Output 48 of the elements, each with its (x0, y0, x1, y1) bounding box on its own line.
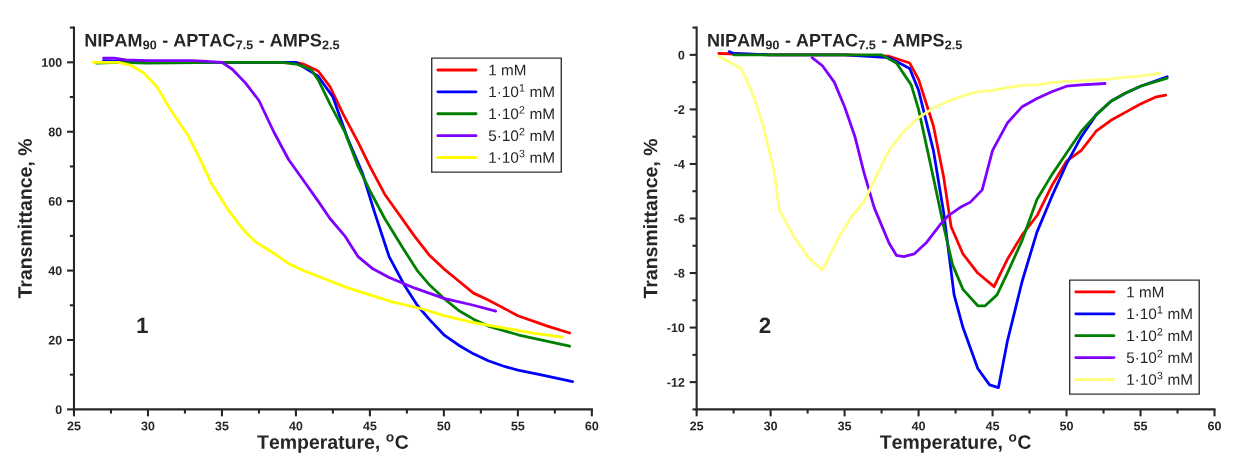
x-tick-label: 35 (215, 421, 229, 431)
line-series (810, 56, 1107, 259)
x-axis-title: Temperature, $^{o}$C (879, 434, 1031, 453)
chart-title: NIPAM$_{90}$ - APTAC$_{7.5}$ - AMPS$_{2.5}$ (708, 33, 962, 50)
annotation: 2 (759, 317, 771, 334)
legend-label: 1 mM (489, 64, 526, 76)
x-tick-label: 30 (763, 421, 778, 431)
y-tick-label: 80 (48, 127, 62, 137)
legend-label: 1·10$^{2}$ mM (489, 105, 554, 120)
legend-label: 1·10$^{3}$ mM (489, 149, 554, 163)
legend-label: 5·10$^{2}$ mM (1126, 349, 1192, 364)
legend-label: 5·10$^{2}$ mM (488, 127, 554, 142)
y-tick-label: -6 (674, 214, 685, 224)
y-tick-label: 60 (48, 196, 62, 206)
x-tick-label: 50 (437, 421, 451, 431)
x-tick-label: 55 (1133, 421, 1148, 431)
y-tick-label: 0 (678, 50, 685, 60)
legend-label: 1·10$^{3}$ mM (1127, 371, 1192, 385)
x-tick-label: 45 (363, 421, 377, 431)
legend-label: 1 mM (1127, 286, 1164, 298)
y-tick-label: 0 (55, 405, 62, 415)
y-tick-label: -4 (674, 159, 685, 169)
x-tick-label: 35 (837, 421, 852, 431)
y-tick-label: 100 (42, 58, 62, 67)
x-tick-label: 25 (67, 421, 81, 431)
y-axis-title: Transmittance, % (643, 139, 661, 299)
x-tick-label: 40 (911, 421, 926, 431)
x-tick-label: 60 (585, 421, 599, 431)
y-tick-label: -12 (667, 377, 685, 387)
x-tick-label: 25 (690, 421, 704, 431)
x-tick-label: 30 (141, 421, 155, 431)
y-axis-title: Transmittance, % (17, 139, 35, 299)
annotation: 1 (137, 317, 148, 334)
x-axis-title: Temperature, $^{o}$C (257, 434, 409, 453)
x-tick-label: 40 (289, 421, 303, 431)
chart-title: NIPAM$_{90}$ - APTAC$_{7.5}$ - AMPS$_{2.5}$ (85, 33, 340, 50)
x-tick-label: 45 (985, 421, 1000, 431)
x-tick-label: 55 (511, 421, 525, 431)
x-tick-label: 60 (1208, 421, 1221, 431)
y-tick-label: 40 (48, 266, 62, 276)
y-tick-label: 20 (48, 335, 62, 345)
legend-label: 1·10$^{1}$ mM (1127, 306, 1192, 320)
y-tick-label: -2 (674, 105, 685, 114)
legend-label: 1·10$^{2}$ mM (1127, 327, 1192, 342)
y-tick-label: -10 (667, 323, 685, 333)
x-tick-label: 50 (1059, 421, 1073, 431)
legend-label: 1·10$^{1}$ mM (489, 84, 554, 98)
y-tick-label: -8 (674, 268, 685, 278)
